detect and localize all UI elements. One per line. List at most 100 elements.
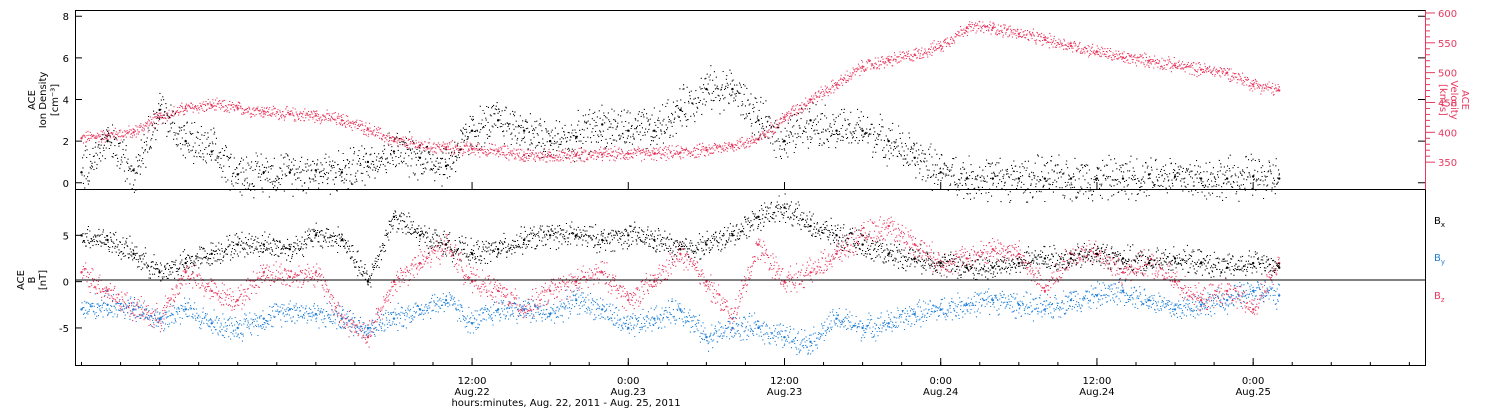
top-right-tick-label: 500 (1438, 69, 1457, 80)
density-point (653, 129, 656, 132)
bx-point (627, 234, 630, 237)
density-point (991, 177, 994, 180)
velocity-point (262, 110, 265, 113)
by-point (522, 308, 526, 311)
density-point (418, 156, 422, 159)
bz-point (575, 280, 578, 283)
x-tick-date: Aug.25 (1235, 387, 1270, 398)
x-axis: 12:00Aug.220:00Aug.2312:00Aug.230:00Aug.… (81, 182, 1410, 398)
density-point (1121, 177, 1125, 180)
velocity-point (340, 119, 344, 122)
velocity-point (887, 59, 890, 62)
top-left-tick-label: 2 (63, 137, 69, 148)
legend: Bx By Bz (1434, 216, 1445, 304)
bx-point (1147, 261, 1151, 265)
bx-point (1017, 261, 1021, 265)
top-right-ylabel: ACE Velocity [km/s] (1437, 80, 1470, 119)
x-tick-date: Aug.23 (767, 387, 802, 398)
velocity-point (1147, 59, 1151, 62)
x-tick-date: Aug.24 (923, 387, 958, 398)
legend-by-sub: y (1441, 258, 1445, 266)
bx-point (809, 224, 812, 228)
bottom-left-tick-label: 5 (63, 231, 69, 242)
density-point (679, 108, 682, 112)
velocity-point (444, 146, 448, 150)
legend-bx: Bx (1434, 216, 1445, 229)
top-left-tick-label: 8 (63, 12, 69, 23)
velocity-point (1017, 32, 1021, 36)
x-tick-time: 12:00 (458, 376, 487, 387)
by-point (1173, 308, 1177, 311)
by-point (444, 298, 448, 302)
velocity-point (80, 137, 83, 140)
by-point (731, 326, 734, 330)
velocity-point (236, 107, 239, 110)
top-left-tick-label: 6 (63, 54, 69, 65)
density-scatter (81, 65, 1280, 203)
velocity-point (522, 153, 526, 157)
velocity-point (783, 116, 786, 119)
velocity-point (1277, 89, 1281, 92)
by-point (991, 298, 994, 302)
by-point (783, 336, 786, 339)
top-right-axis: 350 400 450 500 550 600 (1425, 9, 1457, 169)
x-tick-time: 0:00 (617, 376, 639, 387)
density-point (861, 129, 864, 132)
top-left-ylabel: ACE Ion Density [cm⁻³] (27, 72, 61, 129)
bx-point (887, 252, 890, 256)
bottom-left-ylabel-line3: [nT] (38, 270, 49, 290)
bottom-left-tick-label: 0 (63, 278, 69, 289)
x-tick-date: Aug.23 (611, 387, 646, 398)
bx-point (366, 280, 370, 283)
density-point (965, 177, 968, 180)
density-point (913, 156, 916, 159)
by-point (1199, 303, 1203, 306)
legend-bz-sub: z (1441, 296, 1445, 304)
bx-point (705, 243, 708, 246)
legend-bz-base: B (1434, 291, 1441, 302)
bx-point (106, 238, 109, 242)
bx-point (522, 238, 526, 242)
density-point (1173, 175, 1177, 178)
top-right-tick-label: 400 (1438, 128, 1457, 139)
density-point (757, 119, 760, 122)
by-point (236, 326, 239, 330)
x-tick-time: 12:00 (1083, 376, 1112, 387)
top-left-ylabel-line1: ACE (27, 90, 38, 110)
bottom-left-tick-label: -5 (59, 324, 69, 335)
velocity-point (965, 26, 968, 30)
density-point (601, 123, 604, 126)
top-panel-data (80, 20, 1281, 203)
density-point (106, 139, 109, 143)
bx-point (418, 234, 422, 237)
by-point (262, 317, 265, 320)
bx-point (132, 252, 135, 256)
bz-point (1251, 308, 1255, 311)
bx-point (262, 243, 265, 246)
bx-point (1173, 257, 1177, 260)
top-right-ylabel-line1: ACE (1459, 90, 1470, 110)
x-tick-time: 0:00 (1242, 376, 1264, 387)
density-point (210, 150, 213, 153)
bz-point (809, 271, 812, 274)
velocity-point (314, 114, 318, 117)
bx-point (288, 248, 292, 251)
legend-bx-sub: x (1441, 221, 1445, 229)
bx-point (783, 206, 786, 209)
bz-point (679, 252, 682, 256)
bx-point (653, 238, 656, 242)
density-point (522, 129, 526, 132)
bx-point (496, 248, 500, 251)
bx-point (939, 261, 942, 265)
density-point (496, 119, 500, 122)
legend-bx-base: B (1434, 216, 1441, 227)
by-point (965, 303, 968, 306)
by-point (913, 312, 916, 316)
top-left-ylabel-line3: [cm⁻³] (50, 84, 61, 116)
by-scatter (81, 278, 1280, 356)
by-point (809, 340, 812, 344)
velocity-point (106, 134, 109, 137)
by-point (106, 303, 109, 306)
density-point (1069, 177, 1073, 180)
